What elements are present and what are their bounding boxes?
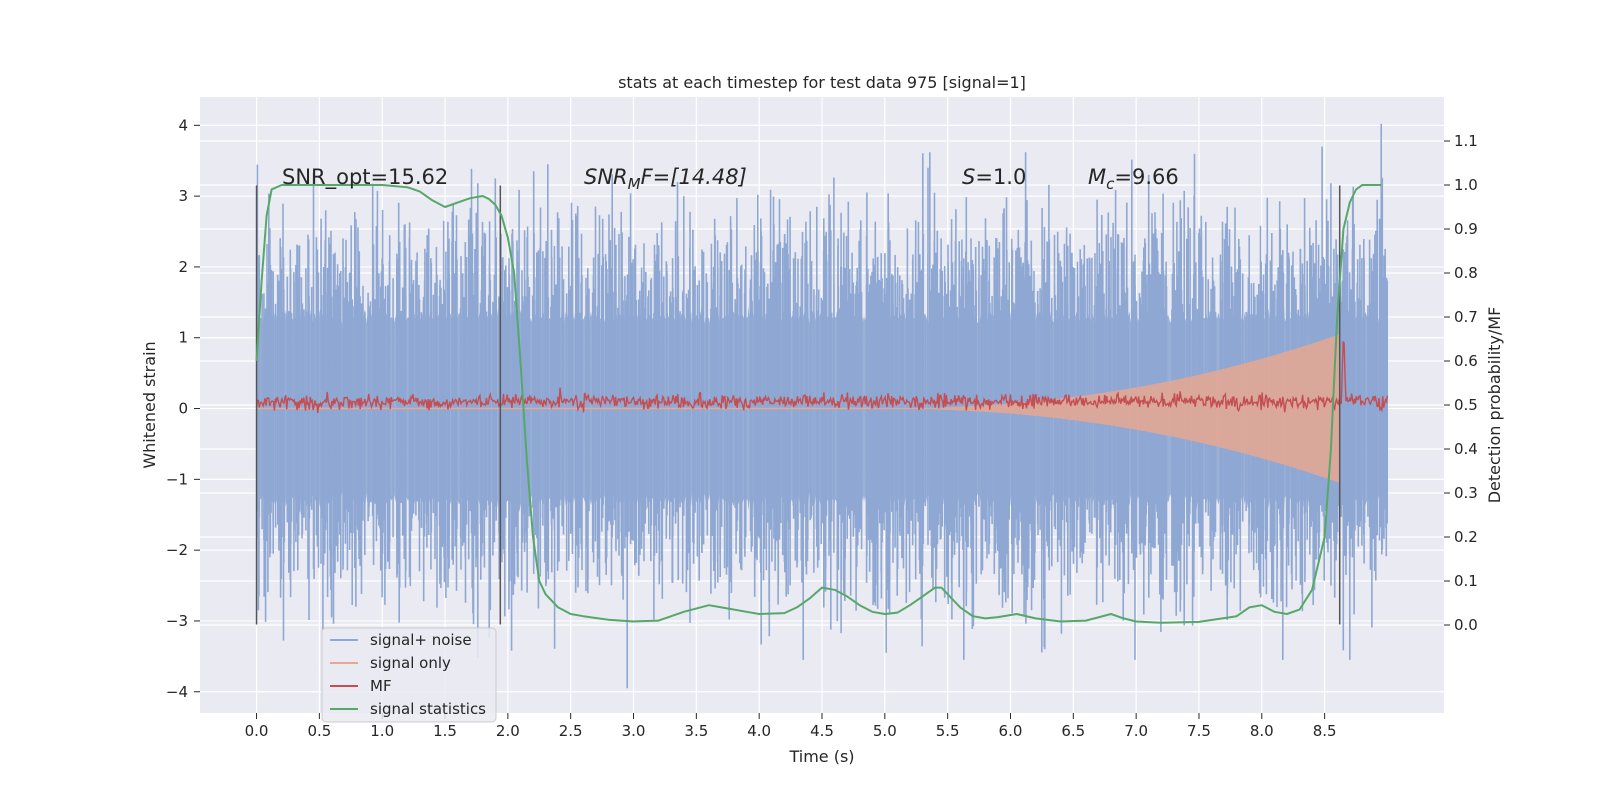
annotation-s: S=1.0 bbox=[962, 165, 1026, 189]
chart-title: stats at each timestep for test data 975… bbox=[618, 73, 1026, 92]
x-tick-label: 7.5 bbox=[1187, 722, 1211, 740]
annotation-snr-mf: SNRMF=[14.48] bbox=[584, 165, 747, 193]
signal-only-envelope bbox=[872, 334, 1340, 483]
y-right-axis-label: Detection probability/MF bbox=[1485, 307, 1504, 504]
y-tick-label: 1 bbox=[178, 329, 188, 347]
y-right-tick-label: 0.6 bbox=[1454, 352, 1478, 370]
annotation-mc: Mc=9.66 bbox=[1088, 165, 1179, 193]
s-var: S bbox=[962, 165, 975, 189]
mc-sub: c bbox=[1106, 175, 1115, 193]
x-tick-label: 2.5 bbox=[559, 722, 583, 740]
mc-value: =9.66 bbox=[1114, 165, 1178, 189]
y-right-tick-label: 1.1 bbox=[1454, 132, 1478, 150]
y-tick-label: −3 bbox=[166, 612, 188, 630]
vlines bbox=[255, 185, 1341, 625]
signal-only-series bbox=[256, 334, 1340, 483]
x-tick-labels: 0.0 0.5 1.0 1.5 2.0 2.5 3.0 3.5 4.0 4.5 5.0 5.5 6.0 6… bbox=[245, 713, 1337, 740]
y-tick-label: 0 bbox=[178, 400, 188, 418]
y-right-tick-label: 0.8 bbox=[1454, 264, 1478, 282]
signal-statistics-line bbox=[255, 184, 1382, 624]
y-tick-labels: 4 3 2 1 0 −1 −2 −3 −4 bbox=[166, 116, 200, 701]
y-right-tick-label: 0.9 bbox=[1454, 220, 1478, 238]
x-tick-label: 7.0 bbox=[1124, 722, 1148, 740]
legend-label-signal-only: signal only bbox=[370, 654, 451, 672]
legend-box bbox=[321, 627, 497, 723]
legend: signal+ noise signal only MF signal stat… bbox=[321, 627, 497, 723]
y-right-tick-labels: 1.1 1.0 0.9 0.8 0.7 0.6 0.5 0.4 0.3 0.2 0.1 0.0 bbox=[1444, 132, 1478, 634]
snr-mf-value: F=[14.48] bbox=[641, 165, 747, 189]
legend-label-mf: MF bbox=[370, 677, 392, 695]
y-right-tick-label: 0.0 bbox=[1454, 616, 1478, 634]
x-tick-label: 3.0 bbox=[622, 722, 646, 740]
snr-mf-var: SNR bbox=[584, 165, 628, 189]
x-tick-label: 0.5 bbox=[307, 722, 331, 740]
s-value: =1.0 bbox=[975, 165, 1026, 189]
x-tick-label: 8.0 bbox=[1250, 722, 1274, 740]
x-axis-label: Time (s) bbox=[788, 747, 854, 766]
y-right-tick-label: 0.5 bbox=[1454, 396, 1478, 414]
legend-label-signal-statistics: signal statistics bbox=[370, 700, 486, 718]
y-axis-label: Whitened strain bbox=[140, 341, 159, 468]
y-tick-label: 3 bbox=[178, 187, 188, 205]
x-tick-label: 4.5 bbox=[810, 722, 834, 740]
y-tick-label: −4 bbox=[166, 683, 188, 701]
x-tick-label: 8.5 bbox=[1313, 722, 1337, 740]
y-right-tick-label: 0.2 bbox=[1454, 528, 1478, 546]
legend-label-signal-noise: signal+ noise bbox=[370, 631, 472, 649]
x-tick-label: 5.0 bbox=[873, 722, 897, 740]
y-tick-label: 2 bbox=[178, 258, 188, 276]
signal-statistics-series bbox=[255, 184, 1382, 624]
snr-mf-sub: M bbox=[628, 175, 641, 193]
y-right-tick-label: 0.4 bbox=[1454, 440, 1478, 458]
y-tick-label: −2 bbox=[166, 541, 188, 559]
mc-var: M bbox=[1088, 165, 1106, 189]
mf-line bbox=[255, 340, 1389, 414]
x-tick-label: 3.5 bbox=[684, 722, 708, 740]
x-tick-label: 0.0 bbox=[245, 722, 269, 740]
x-tick-label: 2.0 bbox=[496, 722, 520, 740]
x-tick-label: 1.5 bbox=[433, 722, 457, 740]
y-right-tick-label: 0.1 bbox=[1454, 572, 1478, 590]
x-tick-label: 4.0 bbox=[747, 722, 771, 740]
x-tick-label: 1.0 bbox=[370, 722, 394, 740]
mf-series bbox=[255, 340, 1389, 414]
x-tick-label: 6.0 bbox=[999, 722, 1023, 740]
x-tick-label: 6.5 bbox=[1061, 722, 1085, 740]
y-right-tick-label: 0.3 bbox=[1454, 484, 1478, 502]
y-right-tick-label: 0.7 bbox=[1454, 308, 1478, 326]
x-tick-label: 5.5 bbox=[936, 722, 960, 740]
annotation-snr-opt: SNR_opt=15.62 bbox=[282, 165, 448, 190]
y-tick-label: 4 bbox=[178, 116, 188, 134]
y-right-tick-label: 1.0 bbox=[1454, 176, 1478, 194]
y-tick-label: −1 bbox=[166, 470, 188, 488]
